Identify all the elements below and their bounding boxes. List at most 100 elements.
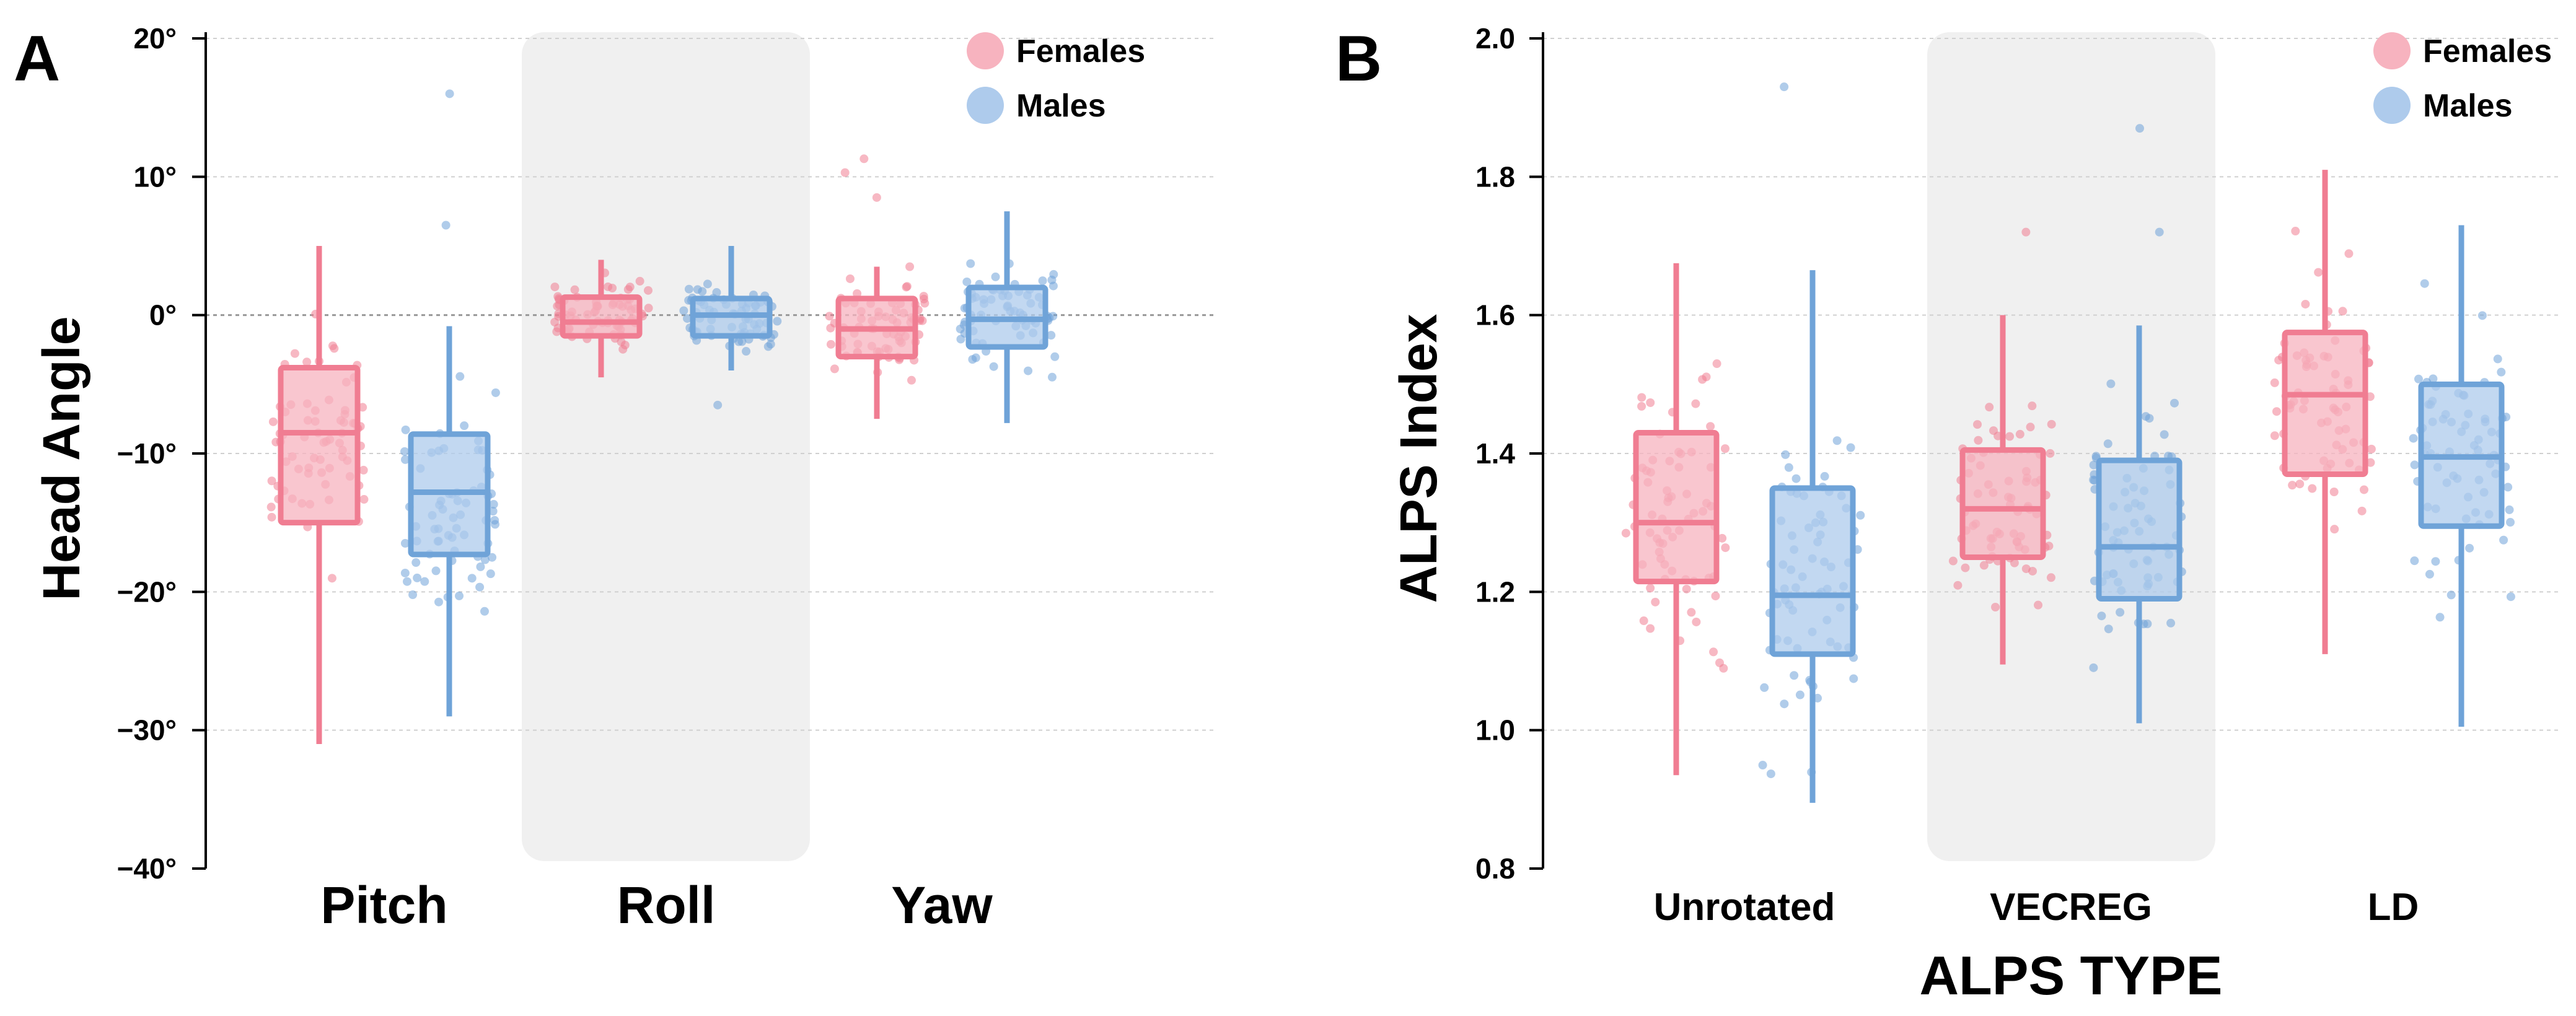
box-males-ld	[2409, 225, 2515, 727]
y-tick-label: 1.8	[1475, 160, 1515, 193]
data-point	[2431, 557, 2440, 566]
data-point	[1651, 597, 1660, 607]
data-point	[490, 515, 499, 525]
data-point	[683, 314, 692, 323]
data-point	[476, 562, 485, 571]
data-point	[408, 590, 418, 600]
data-point	[267, 476, 276, 486]
y-tick-label: 0.8	[1475, 852, 1515, 885]
data-point	[1682, 584, 1691, 593]
x-category-label: VECREG	[1990, 886, 2152, 929]
data-point	[1646, 398, 1655, 407]
data-point	[703, 279, 712, 289]
data-point	[491, 388, 500, 397]
data-point	[2367, 444, 2376, 453]
data-point	[488, 553, 497, 562]
data-point	[693, 285, 702, 294]
data-point	[2103, 439, 2112, 449]
y-tick-label: −40°	[117, 852, 177, 885]
data-point	[1024, 366, 1033, 375]
outlier-point	[2155, 227, 2164, 237]
y-tick-label: −20°	[117, 576, 177, 608]
data-point	[1974, 436, 1983, 445]
data-point	[467, 574, 477, 583]
data-point	[643, 286, 653, 295]
iqr-box	[2282, 330, 2368, 477]
data-point	[966, 259, 975, 268]
data-point	[991, 272, 1000, 281]
data-point	[2330, 525, 2339, 534]
data-point	[1711, 592, 1720, 601]
outlier-point	[441, 221, 451, 230]
data-point	[1718, 533, 1727, 543]
data-point	[679, 306, 688, 315]
data-point	[2291, 227, 2300, 236]
data-point	[763, 342, 773, 351]
data-point	[267, 512, 276, 522]
data-point	[1639, 616, 1648, 626]
data-point	[290, 349, 299, 358]
data-point	[400, 447, 409, 456]
y-tick-label: 1.6	[1475, 299, 1515, 331]
legend-males-label: Males	[2423, 88, 2513, 124]
data-point	[742, 347, 751, 356]
data-point	[956, 325, 965, 334]
data-point	[2314, 268, 2323, 277]
data-point	[1856, 510, 1865, 520]
data-point	[2425, 569, 2434, 579]
data-point	[1766, 769, 1775, 779]
data-point	[2145, 414, 2154, 423]
data-point	[550, 282, 560, 292]
data-point	[1784, 463, 1793, 472]
data-point	[1791, 474, 1801, 483]
data-point	[460, 421, 469, 431]
data-point	[489, 500, 498, 509]
outlier-point	[859, 154, 869, 164]
data-point	[1706, 422, 1715, 431]
data-point	[830, 364, 839, 374]
outlier-point	[445, 89, 454, 99]
data-point	[2499, 535, 2508, 545]
data-point	[2503, 483, 2513, 492]
data-point	[2344, 249, 2354, 258]
data-point	[826, 339, 835, 349]
data-point	[773, 317, 782, 326]
data-point	[2097, 611, 2106, 621]
highlight-band-roll	[522, 32, 810, 861]
data-point	[1646, 584, 1655, 593]
data-point	[604, 282, 613, 291]
data-point	[1790, 671, 1799, 680]
data-point	[2410, 556, 2419, 566]
data-point	[2366, 458, 2375, 467]
data-point	[302, 357, 312, 367]
data-point	[1948, 556, 1958, 566]
iqr-box	[1769, 485, 1856, 657]
data-point	[2028, 566, 2038, 576]
data-point	[2410, 460, 2419, 470]
data-point	[1991, 603, 2000, 612]
data-point	[1692, 617, 1701, 626]
iqr-box	[560, 294, 643, 339]
outlier-point	[1780, 82, 1789, 92]
box-males-vecreg	[2089, 124, 2186, 724]
x-category-label: Pitch	[320, 876, 447, 934]
box-males-unrotated	[1758, 82, 1865, 803]
panel-b-xlabel: ALPS TYPE	[1920, 945, 2223, 1006]
data-point	[1972, 420, 1982, 429]
box-females-ld	[2270, 170, 2376, 654]
data-point	[2329, 487, 2339, 496]
data-point	[2435, 613, 2445, 622]
data-point	[2270, 378, 2279, 387]
data-point	[1637, 401, 1646, 411]
data-point	[1047, 372, 1057, 382]
legend-females-marker-icon	[967, 32, 1004, 69]
data-point	[1646, 624, 1655, 633]
legend-females-marker-icon	[2373, 32, 2411, 69]
x-category-label: Unrotated	[1654, 886, 1835, 929]
data-point	[1038, 276, 1047, 286]
data-point	[684, 284, 693, 294]
box-males-roll	[679, 246, 782, 409]
data-point	[2116, 608, 2125, 617]
data-point	[920, 294, 929, 304]
data-point	[905, 262, 915, 271]
